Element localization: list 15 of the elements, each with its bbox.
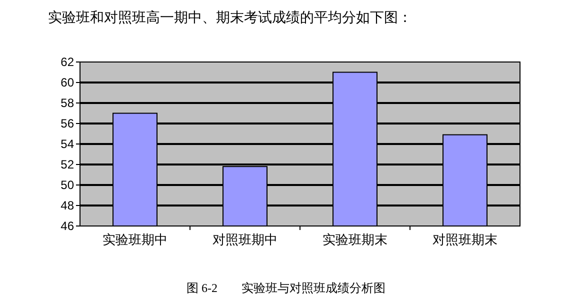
y-tick-label: 54: [60, 137, 74, 151]
y-tick-label: 48: [60, 198, 74, 212]
x-tick-label: 对照班期中: [212, 232, 278, 247]
x-tick-label: 实验班期中: [102, 232, 168, 247]
y-tick-label: 62: [60, 55, 74, 69]
y-tick-label: 56: [60, 116, 74, 130]
y-tick-label: 52: [60, 158, 74, 172]
caption: 图 6-2 实验班与对照班成绩分析图: [186, 281, 386, 295]
y-tick-label: 60: [60, 76, 74, 90]
x-tick-label: 实验班期末: [322, 232, 388, 247]
x-tick-label: 对照班期末: [432, 232, 498, 247]
chart-title: 实验班和对照班高一期中、期末考试成绩的平均分如下图：: [48, 10, 412, 26]
y-tick-label: 58: [60, 96, 74, 110]
y-tick-label: 46: [60, 219, 74, 233]
y-tick-label: 50: [60, 178, 74, 192]
